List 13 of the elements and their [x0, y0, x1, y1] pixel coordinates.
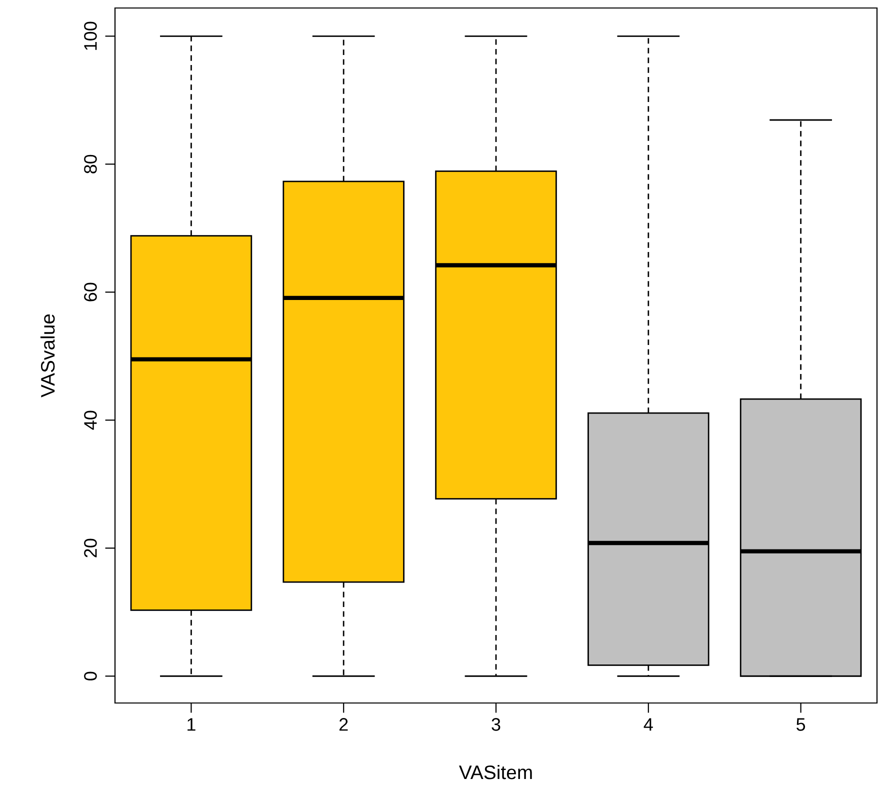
y-tick-label: 60 [84, 282, 97, 302]
x-tick-label: 5 [796, 718, 806, 731]
y-tick-label: 80 [84, 154, 97, 174]
x-axis-title: VASitem [458, 764, 532, 780]
x-tick-label: 2 [339, 718, 348, 731]
y-tick-label: 0 [84, 672, 97, 680]
y-tick-label: 20 [84, 538, 97, 558]
x-tick-label: 4 [644, 718, 653, 731]
x-tick-label: 3 [492, 718, 500, 731]
y-axis-title: VASvalue [40, 314, 55, 398]
y-tick-label: 100 [84, 22, 97, 50]
x-tick-label: 1 [188, 718, 196, 731]
y-tick-label: 40 [84, 410, 97, 430]
